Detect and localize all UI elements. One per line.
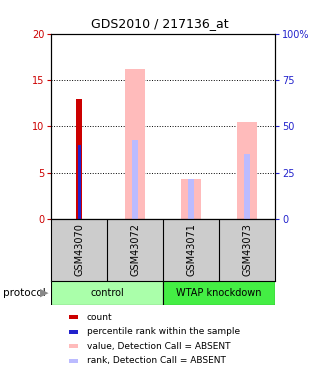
Text: ▶: ▶ <box>40 288 49 298</box>
Text: WTAP knockdown: WTAP knockdown <box>176 288 262 298</box>
Text: control: control <box>90 288 124 298</box>
Text: value, Detection Call = ABSENT: value, Detection Call = ABSENT <box>87 342 230 351</box>
Text: GSM43070: GSM43070 <box>74 224 84 276</box>
Text: rank, Detection Call = ABSENT: rank, Detection Call = ABSENT <box>87 356 226 365</box>
Text: GSM43073: GSM43073 <box>242 224 252 276</box>
Text: GSM43071: GSM43071 <box>186 224 196 276</box>
FancyBboxPatch shape <box>163 281 275 305</box>
Bar <box>76 99 82 219</box>
Text: protocol: protocol <box>3 288 46 298</box>
Bar <box>181 179 201 219</box>
Bar <box>69 359 78 363</box>
Text: GSM43072: GSM43072 <box>130 224 140 276</box>
Bar <box>125 69 145 219</box>
Bar <box>237 122 257 219</box>
Bar <box>69 344 78 348</box>
Bar <box>244 154 250 219</box>
Text: count: count <box>87 313 112 322</box>
Bar <box>188 179 194 219</box>
Bar <box>78 145 81 219</box>
Bar <box>69 330 78 333</box>
Text: GDS2010 / 217136_at: GDS2010 / 217136_at <box>91 17 229 30</box>
Bar <box>69 315 78 319</box>
Text: percentile rank within the sample: percentile rank within the sample <box>87 327 240 336</box>
FancyBboxPatch shape <box>51 281 163 305</box>
Bar <box>132 140 138 219</box>
